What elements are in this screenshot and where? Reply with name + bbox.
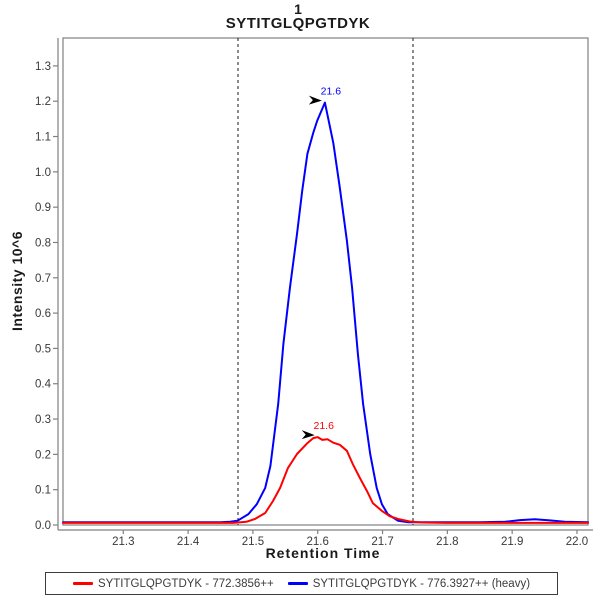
y-tick-label: 0.2 <box>35 449 51 461</box>
y-tick-label: 1.1 <box>35 132 51 144</box>
x-tick-label: 21.4 <box>177 536 200 548</box>
legend-item-heavy: SYTITGLQPGTDYK - 776.3927++ (heavy) <box>287 577 531 590</box>
legend-swatch-heavy <box>287 582 308 585</box>
y-tick-label: 0.1 <box>35 485 51 497</box>
peak-annotation-arrow-icon <box>308 95 322 105</box>
x-tick-label: 21.3 <box>112 536 134 548</box>
peak-annotation-label: 21.6 <box>314 420 335 432</box>
legend-swatch-light <box>72 582 93 585</box>
y-tick-label: 0.5 <box>35 343 51 355</box>
chart-title: 1 SYTITGLQPGTDYK <box>0 1 596 32</box>
x-tick-label: 22.0 <box>566 536 588 548</box>
replicate-title: 1 <box>294 1 302 17</box>
y-tick-label: 1.3 <box>35 61 51 73</box>
y-tick-label: 0.3 <box>35 414 51 426</box>
y-tick-label: 0.8 <box>35 237 51 249</box>
legend-label-heavy: SYTITGLQPGTDYK - 776.3927++ (heavy) <box>312 577 531 590</box>
y-tick-label: 0.4 <box>35 379 52 391</box>
y-tick-label: 0.9 <box>35 202 51 214</box>
legend-item-light: SYTITGLQPGTDYK - 772.3856++ <box>72 577 274 590</box>
x-tick-label: 21.8 <box>436 536 458 548</box>
light-series-trace <box>62 436 589 524</box>
legend-label-light: SYTITGLQPGTDYK - 772.3856++ <box>97 577 274 590</box>
heavy-series-trace <box>62 101 589 524</box>
x-axis-title: Retention Time <box>265 545 381 561</box>
peak-annotation-label: 21.6 <box>321 86 342 98</box>
y-tick-label: 1.0 <box>35 167 51 179</box>
y-tick-label: 0.6 <box>35 308 51 320</box>
peptide-sequence-title: SYTITGLQPGTDYK <box>225 15 371 32</box>
x-tick-label: 21.9 <box>501 536 523 548</box>
plot-border <box>62 37 589 526</box>
y-tick-label: 0.0 <box>35 520 51 532</box>
x-tick-label: 21.5 <box>242 536 264 548</box>
y-tick-label: 0.7 <box>35 273 51 285</box>
y-tick-label: 1.2 <box>35 96 51 108</box>
x-tick-label: 21.6 <box>307 536 329 548</box>
legend: SYTITGLQPGTDYK - 772.3856++ SYTITGLQPGTD… <box>45 572 558 595</box>
x-tick-label: 21.7 <box>371 536 393 548</box>
peak-annotation-arrow-icon <box>301 430 315 440</box>
